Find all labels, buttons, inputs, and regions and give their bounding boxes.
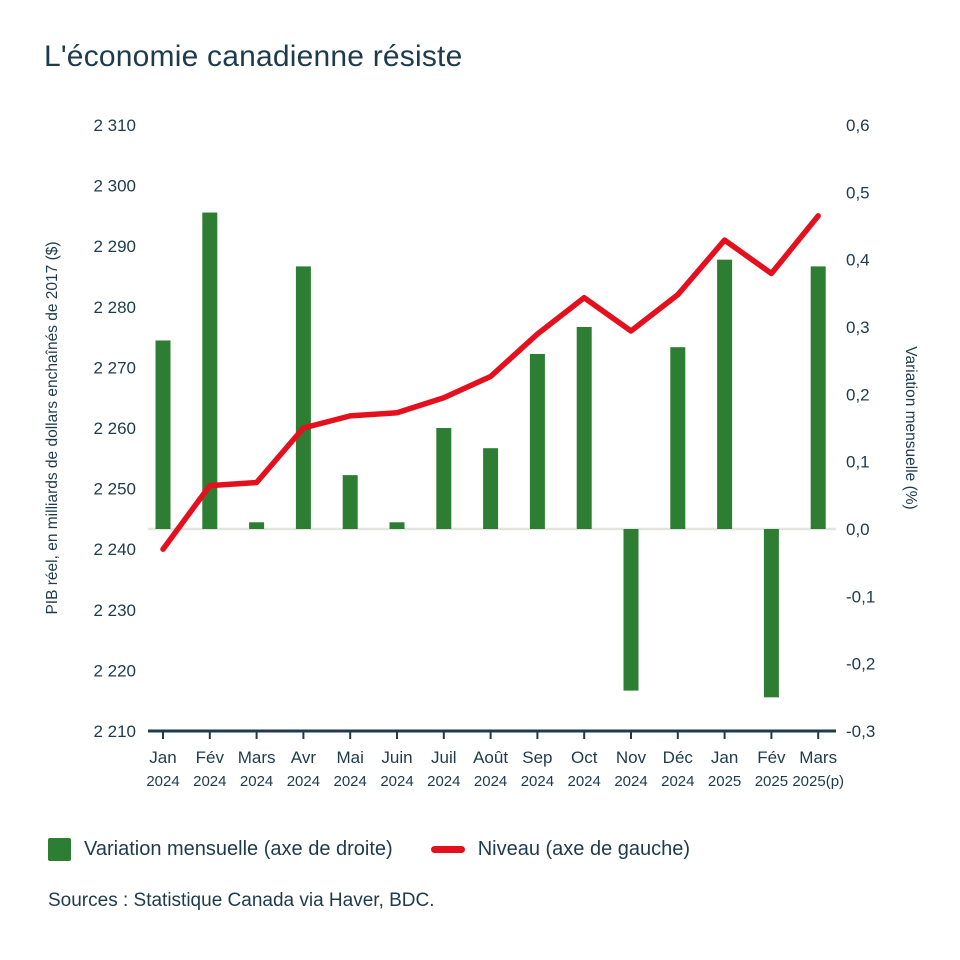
x-tick-month: Déc (663, 748, 694, 767)
right-axis-tick-label: 0,3 (846, 318, 870, 337)
x-tick-month: Oct (571, 748, 598, 767)
x-tick-year: 2024 (521, 773, 554, 790)
bar-Juin-2024 (389, 522, 405, 529)
left-axis-tick-label: 2 250 (93, 480, 136, 499)
left-axis-tick-label: 2 290 (93, 237, 136, 256)
right-axis-tick-label: -0,1 (846, 587, 875, 606)
left-axis-tick-label: 2 210 (93, 722, 136, 741)
x-tick-year: 2024 (240, 773, 273, 790)
x-tick-year: 2025(p) (792, 773, 844, 790)
legend: Variation mensuelle (axe de droite) Nive… (48, 838, 690, 861)
x-tick-month: Nov (616, 748, 647, 767)
bar-Sep-2024 (529, 353, 545, 529)
x-tick-year: 2024 (380, 773, 413, 790)
x-tick-year: 2024 (427, 773, 460, 790)
left-axis-tick-label: 2 300 (93, 177, 136, 196)
left-axis-tick-label: 2 280 (93, 298, 136, 317)
right-axis-tick-label: -0,3 (846, 722, 875, 741)
x-tick-year: 2024 (334, 773, 367, 790)
x-tick-month: Fév (196, 748, 225, 767)
x-tick-month: Jan (711, 748, 738, 767)
right-axis-tick-label: 0,4 (846, 251, 870, 270)
left-axis-tick-label: 2 220 (93, 661, 136, 680)
bar-Jan-2025 (717, 259, 733, 529)
legend-item-line: Niveau (axe de gauche) (430, 838, 691, 861)
x-tick-year: 2024 (287, 773, 320, 790)
left-axis-tick-label: 2 230 (93, 601, 136, 620)
x-tick-month: Août (473, 748, 508, 767)
left-axis-title: PIB réel, en milliards de dollars enchaî… (44, 241, 61, 614)
right-axis-tick-label: 0,0 (846, 520, 870, 539)
x-tick-year: 2024 (614, 773, 647, 790)
left-axis-tick-label: 2 240 (93, 540, 136, 559)
x-tick-year: 2025 (708, 773, 741, 790)
bar-Nov-2024 (623, 529, 639, 691)
left-axis-tick-label: 2 260 (93, 419, 136, 438)
x-tick-year: 2024 (146, 773, 179, 790)
x-tick-year: 2024 (474, 773, 507, 790)
left-axis-tick-label: 2 270 (93, 358, 136, 377)
bar-Mai-2024 (342, 475, 358, 529)
legend-label-line: Niveau (axe de gauche) (477, 838, 691, 860)
x-axis-labels: Jan 2024 Fév 2024 Mars 2024 Avr 2024 Mai 2024 Juin… (146, 748, 844, 790)
x-tick-month: Juil (431, 748, 457, 767)
legend-label-bars: Variation mensuelle (axe de droite) (84, 838, 393, 860)
bar-Mars-2025(p) (810, 266, 826, 529)
legend-item-bars: Variation mensuelle (axe de droite) (48, 838, 393, 861)
right-axis-labels: 0,6 0,5 0,4 0,3 0,2 0,1 0,0 -0,1 -0,2 -0,3 (846, 116, 875, 741)
right-axis-tick-label: 0,5 (846, 183, 870, 202)
right-axis-tick-label: 0,1 (846, 453, 870, 472)
x-tick-month: Juin (381, 748, 412, 767)
right-axis-title: Variation mensuelle (%) (902, 346, 919, 509)
bar-Août-2024 (483, 448, 499, 529)
left-axis-labels: 2 310 2 300 2 290 2 280 2 270 2 260 2 250 2 240… (93, 116, 136, 741)
bar-Mars-2024 (249, 522, 265, 529)
right-axis-tick-label: 0,6 (846, 116, 870, 135)
source-text: Sources : Statistique Canada via Haver, … (48, 890, 435, 911)
level-line-series (160, 213, 821, 552)
x-tick-month: Sep (522, 748, 552, 767)
gdp-combo-chart: Jan 2024 Fév 2024 Mars 2024 Avr 2024 Mai 2024 Juin… (44, 116, 919, 790)
bar-Jan-2024 (155, 340, 171, 529)
x-tick-month: Mai (336, 748, 363, 767)
x-tick-month: Avr (291, 748, 317, 767)
bar-swatch-icon (48, 838, 71, 861)
left-axis-tick-label: 2 310 (93, 116, 136, 135)
right-axis-tick-label: 0,2 (846, 385, 870, 404)
x-tick-year: 2024 (193, 773, 226, 790)
bar-Juil-2024 (436, 428, 452, 529)
x-tick-month: Jan (149, 748, 176, 767)
x-tick-year: 2024 (661, 773, 694, 790)
bar-Fév-2025 (763, 529, 779, 698)
x-tick-year: 2024 (568, 773, 601, 790)
bar-Oct-2024 (576, 327, 592, 529)
x-tick-month: Mars (799, 748, 837, 767)
bar-Avr-2024 (295, 266, 311, 529)
x-axis (148, 729, 836, 739)
page-title: L'économie canadienne résiste (44, 40, 463, 73)
x-tick-year: 2025 (755, 773, 788, 790)
x-tick-month: Fév (757, 748, 786, 767)
line-swatch-icon (430, 846, 465, 853)
x-tick-month: Mars (238, 748, 276, 767)
bar-Déc-2024 (670, 347, 686, 529)
bars-series (155, 212, 826, 698)
bar-Fév-2024 (202, 212, 218, 530)
right-axis-tick-label: -0,2 (846, 655, 875, 674)
